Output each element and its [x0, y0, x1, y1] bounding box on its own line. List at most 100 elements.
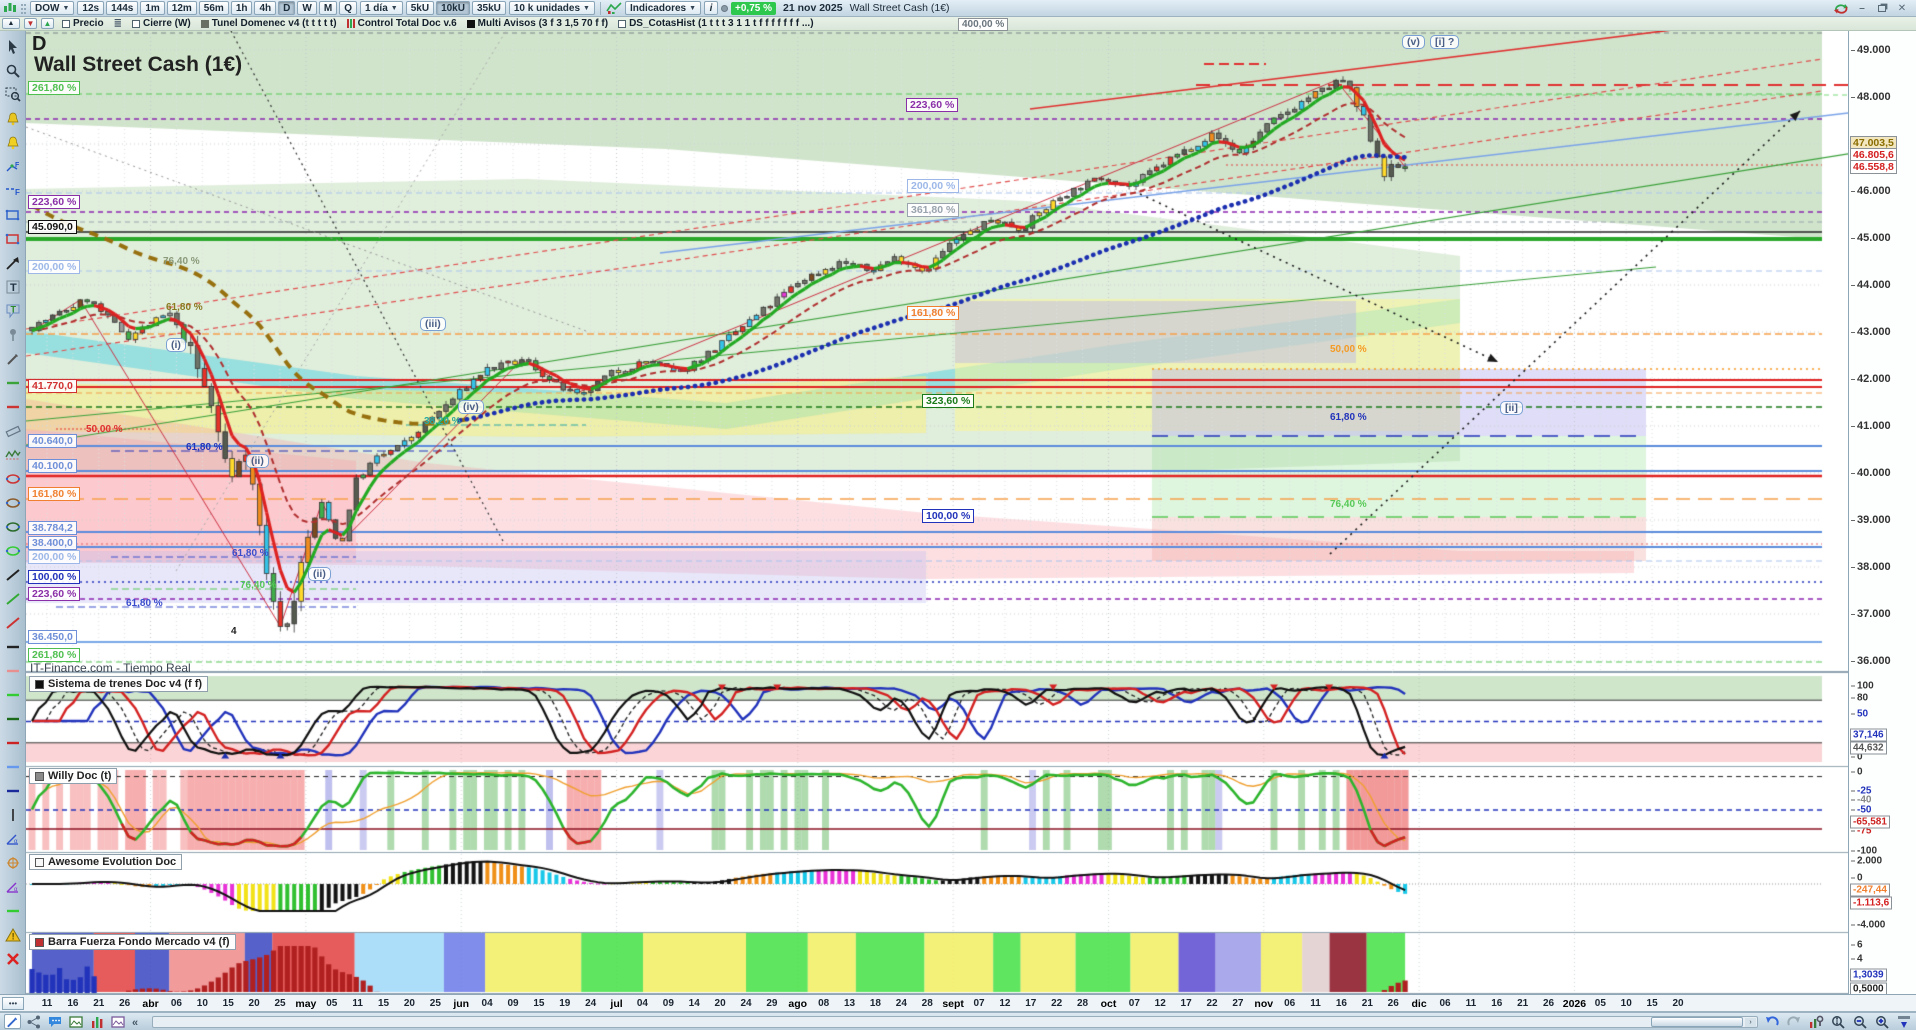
- ellipse-tool-green[interactable]: [3, 539, 23, 563]
- timeframe-button-m[interactable]: M: [318, 1, 338, 15]
- draw-icon[interactable]: [4, 1014, 21, 1029]
- rect-tool-red[interactable]: [3, 227, 23, 251]
- angle-tool[interactable]: α: [3, 827, 23, 851]
- note-tool[interactable]: T: [3, 299, 23, 323]
- symbol-dropdown[interactable]: DOW ▼: [30, 1, 75, 15]
- timeframe-button-144s[interactable]: 144s: [106, 1, 139, 15]
- ellipse-tool-brown[interactable]: [3, 491, 23, 515]
- zoom-area-tool[interactable]: [3, 83, 23, 107]
- text-tool[interactable]: T: [3, 275, 23, 299]
- warning-tool[interactable]: !: [3, 923, 23, 947]
- scroll-right-button[interactable]: ›: [1745, 1017, 1756, 1027]
- line-tool-green[interactable]: [3, 587, 23, 611]
- unit-button-35ku[interactable]: 35kU: [471, 1, 506, 15]
- hline-tool-darkgreen[interactable]: [3, 707, 23, 731]
- collapse-left-icon[interactable]: «: [130, 1014, 147, 1029]
- indicator-panels-canvas[interactable]: [26, 672, 1848, 994]
- unit-button-5ku[interactable]: 5kU: [405, 1, 435, 15]
- pen-tool[interactable]: [3, 347, 23, 371]
- indicator-item-6[interactable]: DS_CotasHist (1 t t t 3 1 1 t f f f f f …: [618, 18, 814, 29]
- checkbox-icon[interactable]: [62, 19, 70, 28]
- time-day-label: 15: [533, 998, 545, 1009]
- alarm-tool[interactable]: [3, 131, 23, 155]
- zoom-out-icon[interactable]: [1851, 1014, 1868, 1029]
- line-tool-red[interactable]: [3, 611, 23, 635]
- undo-icon[interactable]: [1763, 1014, 1780, 1029]
- indicator-item-0[interactable]: Precio: [62, 18, 104, 29]
- trend-arrow-tool[interactable]: [3, 251, 23, 275]
- hline-tool-black[interactable]: [3, 635, 23, 659]
- hline-tool-salmon[interactable]: [3, 659, 23, 683]
- timeframe-button-q[interactable]: Q: [339, 1, 357, 15]
- price-up-button[interactable]: ▲: [41, 18, 54, 29]
- price-down-button[interactable]: ▼: [24, 18, 37, 29]
- rect-tool-blue[interactable]: [3, 203, 23, 227]
- timeframe-button-w[interactable]: W: [297, 1, 317, 15]
- cursor-tool[interactable]: [3, 35, 23, 59]
- hline-tool-red2[interactable]: [3, 731, 23, 755]
- horizontal-scrollbar[interactable]: ›: [152, 1015, 1758, 1028]
- price-axis[interactable]: 49.00048.00047.00046.00045.00044.00043.0…: [1848, 31, 1916, 996]
- fib-proj-tool[interactable]: α: [3, 875, 23, 899]
- indicators-dropdown[interactable]: Indicadores ▼: [624, 1, 702, 15]
- indicator-item-4[interactable]: Control Total Doc v.6: [346, 18, 457, 29]
- hline-tool-blue[interactable]: [3, 755, 23, 779]
- timeframe-button-1h[interactable]: 1h: [230, 1, 253, 15]
- export-icon[interactable]: [109, 1014, 126, 1029]
- snapshot-icon[interactable]: [67, 1014, 84, 1029]
- zoom-in-icon[interactable]: [1873, 1014, 1890, 1029]
- timeframe-button-4h[interactable]: 4h: [254, 1, 277, 15]
- share-icon[interactable]: [25, 1014, 42, 1029]
- hline-tool-navy[interactable]: [3, 779, 23, 803]
- pin-tool[interactable]: [3, 323, 23, 347]
- collapse-panel-button[interactable]: ▲: [2, 18, 20, 29]
- period-dropdown[interactable]: 1 día ▼: [359, 1, 403, 15]
- minimize-button[interactable]: –: [1859, 2, 1865, 14]
- compare-icon[interactable]: [88, 1014, 105, 1029]
- restore-button[interactable]: [1875, 2, 1889, 14]
- confirm-tool[interactable]: [3, 899, 23, 923]
- unit-button-10ku[interactable]: 10kU: [436, 1, 470, 15]
- zoom-reset-icon[interactable]: [1829, 1014, 1846, 1029]
- ellipse-tool-red[interactable]: [3, 467, 23, 491]
- chart-settings-icon[interactable]: [1807, 1014, 1824, 1029]
- vline-tool[interactable]: [3, 803, 23, 827]
- grip-handle[interactable]: [20, 2, 27, 14]
- indicator-item-5[interactable]: Multi Avisos (3 f 3 1,5 70 f f): [466, 18, 608, 29]
- target-tool[interactable]: [3, 851, 23, 875]
- fib-node-tool[interactable]: F: [3, 155, 23, 179]
- refresh-icon[interactable]: [1833, 2, 1849, 15]
- checkbox-icon[interactable]: [131, 19, 140, 28]
- units-dropdown[interactable]: 10 k unidades ▼: [508, 1, 595, 15]
- zoom-tool[interactable]: [3, 59, 23, 83]
- redo-icon[interactable]: [1785, 1014, 1802, 1029]
- indicator-item-3[interactable]: Tunel Domenec v4 (t t t t t): [200, 18, 337, 29]
- ruler-tool[interactable]: [3, 419, 23, 443]
- main-chart-canvas[interactable]: [26, 31, 1848, 672]
- info-button[interactable]: i: [704, 1, 719, 15]
- ellipse-tool-olive[interactable]: [3, 515, 23, 539]
- timeframe-button-12m[interactable]: 12m: [166, 1, 197, 15]
- time-axis-options-button[interactable]: •••: [2, 997, 24, 1010]
- timeframe-button-1m[interactable]: 1m: [140, 1, 165, 15]
- compress-icon[interactable]: [1895, 1014, 1912, 1029]
- channel-tool[interactable]: [3, 443, 23, 467]
- list-icon[interactable]: ≣: [113, 18, 122, 29]
- comment-icon[interactable]: [46, 1014, 63, 1029]
- line-tool-black[interactable]: [3, 563, 23, 587]
- delete-tool[interactable]: [3, 947, 23, 971]
- scrollbar-thumb[interactable]: [1651, 1016, 1743, 1027]
- timeframe-button-d[interactable]: D: [278, 1, 296, 15]
- checkbox-icon[interactable]: [618, 19, 627, 28]
- timeframe-button-12s[interactable]: 12s: [77, 1, 105, 15]
- timeframe-button-56m[interactable]: 56m: [198, 1, 229, 15]
- hline-tool-red[interactable]: [3, 395, 23, 419]
- close-button[interactable]: ✕: [1897, 2, 1907, 14]
- hline-tool-lime[interactable]: [3, 683, 23, 707]
- time-axis[interactable]: ••• 11 16 21 26 abr 06 10 15 20 25 may 05 11 15 20 25 ju…: [0, 994, 1916, 1012]
- indicator-item-1[interactable]: ≣: [114, 18, 122, 29]
- indicator-item-2[interactable]: Cierre (W): [131, 18, 191, 29]
- fib-line-tool[interactable]: F: [3, 179, 23, 203]
- hline-tool-green[interactable]: [3, 371, 23, 395]
- alarm-new-tool[interactable]: [3, 107, 23, 131]
